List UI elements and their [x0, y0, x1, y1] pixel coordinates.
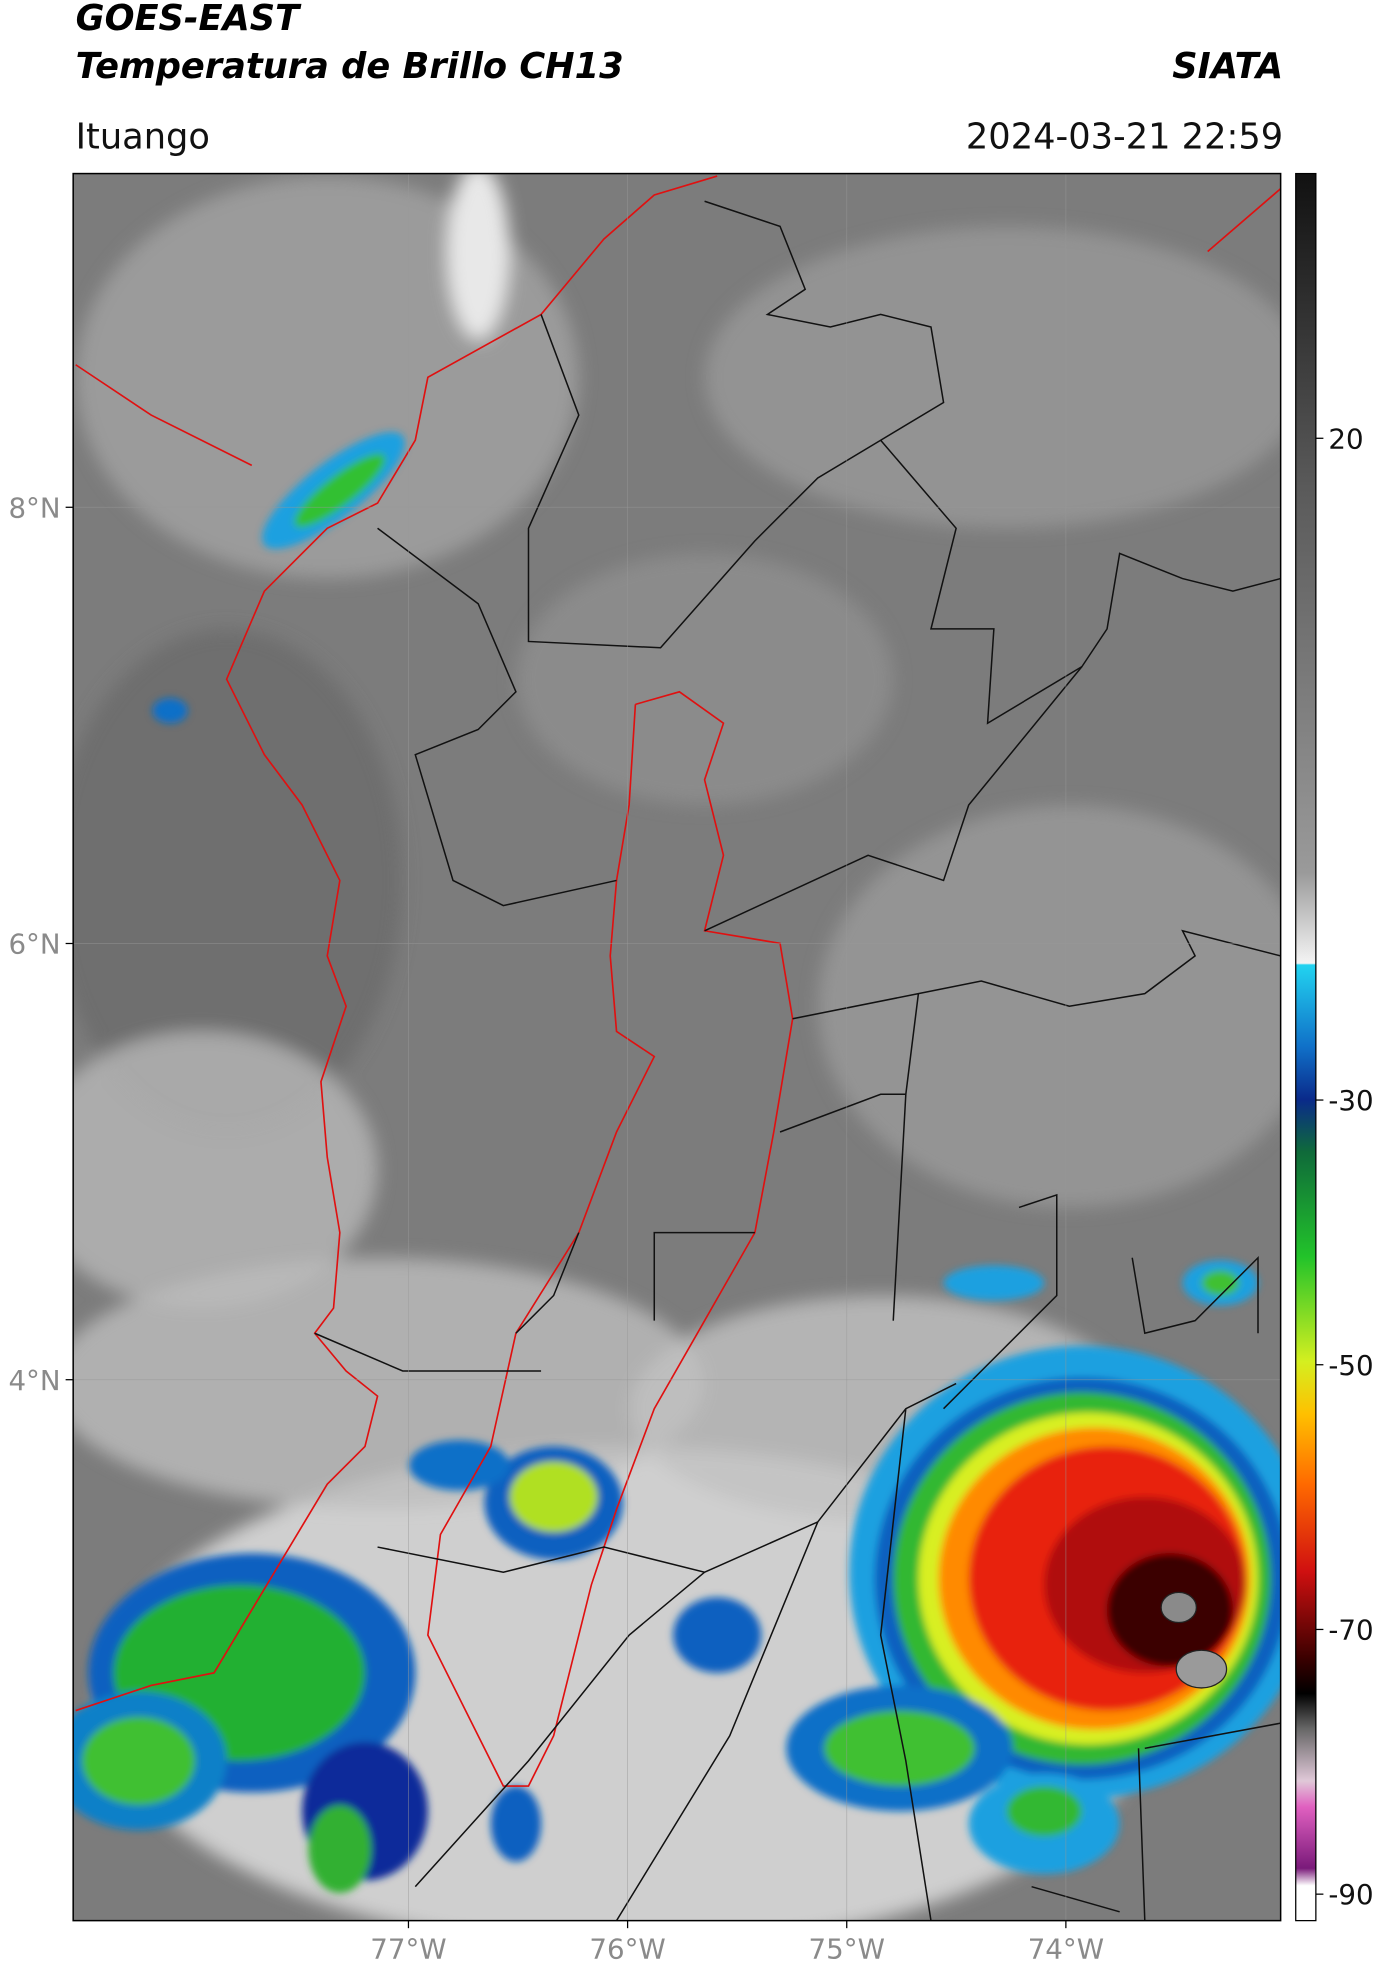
satellite-image	[73, 173, 1281, 1921]
colorbar	[1295, 172, 1317, 1922]
colorbar-tick-label: 20	[1328, 422, 1363, 455]
grid	[73, 173, 1281, 1921]
lon-tick-label: 74°W	[1028, 1932, 1104, 1965]
lat-tick-label: 6°N	[8, 928, 60, 961]
lat-tick-label: 8°N	[8, 491, 60, 524]
colorbar-tick-label: -90	[1328, 1878, 1373, 1911]
product-title: Temperatura de Brillo CH13	[76, 46, 624, 87]
colorbar-tick-label: -70	[1328, 1614, 1373, 1647]
colorbar-tick-label: -50	[1328, 1349, 1373, 1382]
location-label: Ituango	[76, 116, 210, 157]
satellite-title: GOES-EAST	[76, 0, 302, 39]
lat-tick-label: 4°N	[8, 1364, 60, 1397]
lon-tick-label: 76°W	[589, 1932, 665, 1965]
source-label: SIATA	[1172, 46, 1283, 87]
lon-tick-label: 77°W	[370, 1932, 446, 1965]
lon-tick-label: 75°W	[809, 1932, 885, 1965]
colorbar-tick-label: -30	[1328, 1084, 1373, 1117]
datetime-label: 2024-03-21 22:59	[966, 116, 1283, 157]
map-frame	[72, 172, 1282, 1922]
